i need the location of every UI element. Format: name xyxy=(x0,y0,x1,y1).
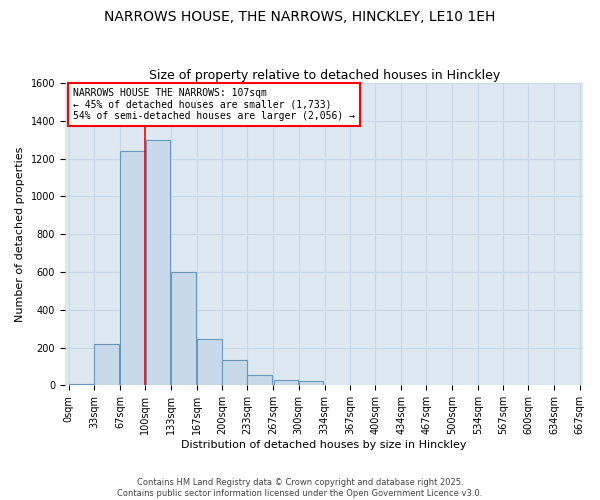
Bar xyxy=(69,384,94,386)
Bar xyxy=(94,344,119,386)
Bar xyxy=(146,140,170,386)
X-axis label: Distribution of detached houses by size in Hinckley: Distribution of detached houses by size … xyxy=(181,440,467,450)
Bar xyxy=(299,380,323,386)
Bar xyxy=(222,360,247,386)
Bar xyxy=(121,151,145,386)
Text: NARROWS HOUSE, THE NARROWS, HINCKLEY, LE10 1EH: NARROWS HOUSE, THE NARROWS, HINCKLEY, LE… xyxy=(104,10,496,24)
Bar xyxy=(274,380,298,386)
Title: Size of property relative to detached houses in Hinckley: Size of property relative to detached ho… xyxy=(149,69,500,82)
Text: Contains HM Land Registry data © Crown copyright and database right 2025.
Contai: Contains HM Land Registry data © Crown c… xyxy=(118,478,482,498)
Bar xyxy=(171,272,196,386)
Y-axis label: Number of detached properties: Number of detached properties xyxy=(15,146,25,322)
Text: NARROWS HOUSE THE NARROWS: 107sqm
← 45% of detached houses are smaller (1,733)
5: NARROWS HOUSE THE NARROWS: 107sqm ← 45% … xyxy=(73,88,355,121)
Bar xyxy=(197,339,221,386)
Bar xyxy=(247,375,272,386)
